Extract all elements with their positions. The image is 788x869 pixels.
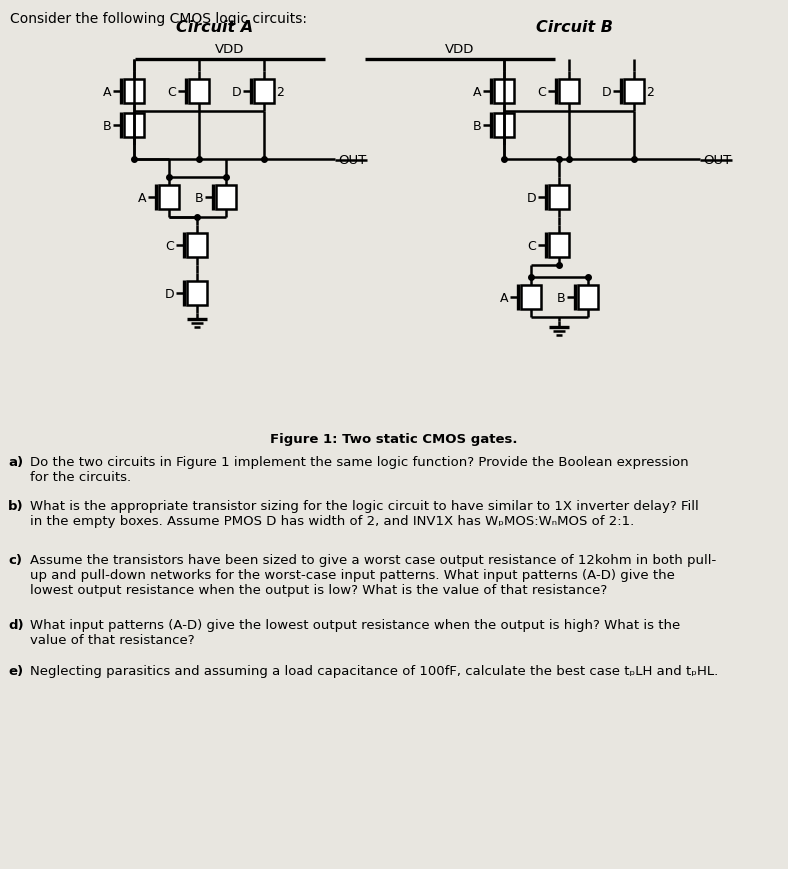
Text: d): d) [8,618,24,631]
Text: 2: 2 [276,85,284,98]
Text: D: D [165,287,174,300]
Text: B: B [102,119,111,132]
Text: Circuit B: Circuit B [537,20,614,35]
Text: What is the appropriate transistor sizing for the logic circuit to have similar : What is the appropriate transistor sizin… [30,500,699,527]
Text: A: A [500,291,508,304]
Bar [624,80,644,104]
Text: VDD: VDD [215,43,245,56]
Text: c): c) [8,554,22,567]
Bar [187,282,207,306]
Text: Circuit A: Circuit A [177,20,254,35]
Bar [578,286,598,309]
Bar [124,114,144,138]
Text: Neglecting parasitics and assuming a load capacitance of 100fF, calculate the be: Neglecting parasitics and assuming a loa… [30,664,718,677]
Bar [159,186,179,209]
Bar [494,80,514,104]
Text: C: C [527,239,536,252]
Bar [216,186,236,209]
Bar [189,80,209,104]
Text: 2: 2 [646,85,654,98]
Text: D: D [601,85,611,98]
Text: D: D [232,85,241,98]
Text: Do the two circuits in Figure 1 implement the same logic function? Provide the B: Do the two circuits in Figure 1 implemen… [30,455,689,483]
Text: A: A [102,85,111,98]
Text: OUT: OUT [338,153,366,166]
Text: Figure 1: Two static CMOS gates.: Figure 1: Two static CMOS gates. [270,433,518,446]
Text: C: C [537,85,546,98]
Text: VDD: VDD [445,43,474,56]
Bar [521,286,541,309]
Text: A: A [473,85,481,98]
Text: What input patterns (A-D) give the lowest output resistance when the output is h: What input patterns (A-D) give the lowes… [30,618,680,647]
Text: D: D [526,191,536,204]
Bar [187,234,207,258]
Bar [559,80,579,104]
Text: B: B [195,191,203,204]
Text: Assume the transistors have been sized to give a worst case output resistance of: Assume the transistors have been sized t… [30,554,716,596]
Text: B: B [472,119,481,132]
Text: OUT: OUT [703,153,731,166]
Text: C: C [165,239,174,252]
Text: Consider the following CMOS logic circuits:: Consider the following CMOS logic circui… [10,12,307,26]
Text: B: B [556,291,565,304]
Bar [254,80,274,104]
Bar [549,186,569,209]
Bar [494,114,514,138]
Text: C: C [167,85,176,98]
Text: a): a) [8,455,23,468]
Bar [549,234,569,258]
Text: b): b) [8,500,24,513]
Text: e): e) [8,664,23,677]
Text: A: A [137,191,146,204]
Bar [124,80,144,104]
